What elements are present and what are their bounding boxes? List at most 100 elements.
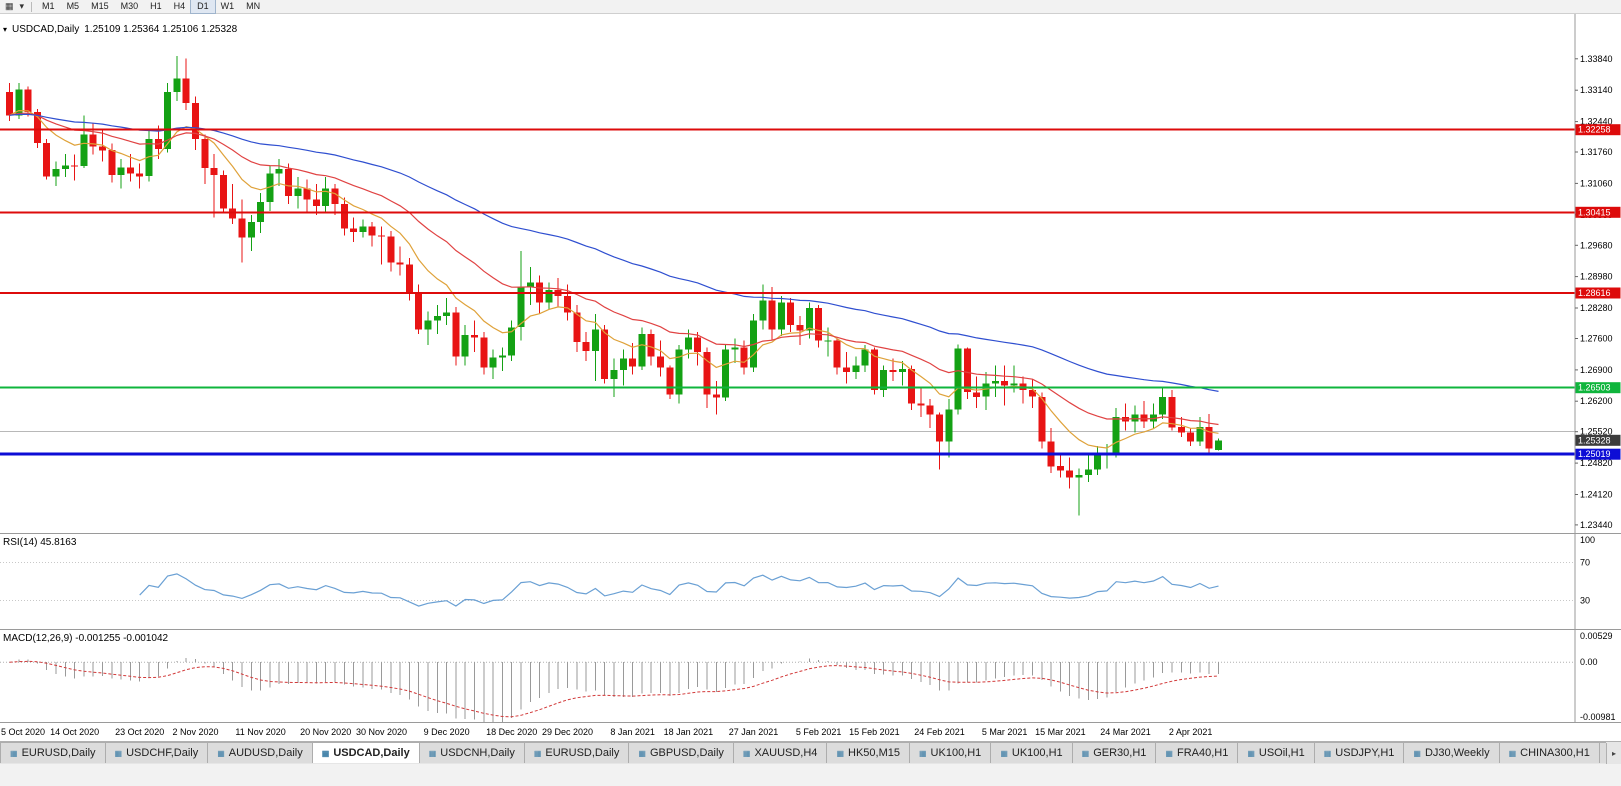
chart-tab-uk100-h1[interactable]: ▦ UK100,H1 (908, 742, 992, 763)
macd-indicator-label: MACD(12,26,9) -0.001255 -0.001042 (3, 633, 169, 644)
timeframe-button-m30[interactable]: M30 (120, 1, 139, 11)
chart-tab-usdcnh-daily[interactable]: ▦ USDCNH,Daily (418, 742, 525, 763)
time-axis-label: 11 Nov 2020 (235, 727, 286, 737)
timeframe-button-m15[interactable]: M15 (91, 1, 109, 11)
symbol-label: USDCAD,Daily (12, 24, 80, 35)
macd-chart[interactable]: 0.00529 0.00 -0.00981 (0, 630, 1621, 722)
tabs-scroll-right-button[interactable]: ▸ (1606, 743, 1621, 764)
time-axis-label: 2 Nov 2020 (172, 727, 219, 737)
chart-tab-fra40-h1[interactable]: ▦ FRA40,H1 (1155, 742, 1239, 763)
rsi-axis-label: 70 (1580, 558, 1590, 568)
chart-tab-usdjpy-h1[interactable]: ▦ USDJPY,H1 (1313, 742, 1405, 763)
macd-panel: MACD(12,26,9) -0.001255 -0.001042 0.0052… (0, 629, 1621, 722)
chart-tab-label: DJ30,Weekly (1424, 747, 1490, 759)
svg-text:1.25019: 1.25019 (1578, 449, 1611, 459)
rsi-axis-label: 100 (1580, 535, 1595, 545)
chart-tab-label: EURUSD,Daily (21, 747, 96, 759)
chart-tab-china300-h1[interactable]: ▦ CHINA300,H1 (1498, 742, 1600, 763)
price-axis-label: 1.25520 (1580, 427, 1613, 437)
symbol-dropdown-icon[interactable]: ▾ (3, 25, 8, 34)
chart-tab-usoil-h1[interactable]: ▦ USOil,H1 (1237, 742, 1315, 763)
chart-tab-icon: ▦ (742, 748, 751, 758)
chart-tab-label: CHINA300,H1 (1520, 747, 1590, 759)
chart-tabs-bar: ▦ EURUSD,Daily ▦ USDCHF,Daily ▦ AUDUSD,Daily ▦… (0, 741, 1621, 764)
price-axis-label: 1.33140 (1580, 85, 1613, 95)
macd-axis-label: 0.00 (1580, 657, 1598, 667)
price-axis-label: 1.26200 (1580, 396, 1613, 406)
time-axis-label: 9 Dec 2020 (423, 727, 470, 737)
macd-axis-label: -0.00981 (1580, 712, 1616, 722)
chart-tab-label: HK50,M15 (848, 747, 900, 759)
candlestick-chart[interactable]: 1.338401.331401.324401.317601.310601.303… (0, 14, 1621, 533)
chart-tab-icon: ▦ (217, 748, 225, 758)
time-axis-label: 23 Oct 2020 (115, 727, 165, 737)
time-axis-label: 18 Jan 2021 (663, 727, 714, 737)
chart-tab-gbpusd-daily[interactable]: ▦ GBPUSD,Daily (628, 742, 734, 763)
chart-tab-audusd-daily[interactable]: ▦ AUDUSD,Daily (207, 742, 313, 763)
chevron-down-icon[interactable]: ▾ (19, 1, 25, 11)
chart-tab-ger30-h1[interactable]: ▦ GER30,H1 (1071, 742, 1157, 763)
time-axis-label: 20 Nov 2020 (300, 727, 352, 737)
chart-tab-icon: ▦ (533, 748, 542, 758)
chart-title: ▾ USDCAD,Daily 1.25109 1.25364 1.25106 1… (3, 24, 237, 35)
price-axis-label: 1.33840 (1580, 54, 1613, 64)
chart-tabs: ▦ EURUSD,Daily ▦ USDCHF,Daily ▦ AUDUSD,Daily ▦… (0, 742, 1606, 764)
price-axis-label: 1.31060 (1580, 178, 1613, 188)
time-axis-label: 15 Mar 2021 (1035, 727, 1086, 737)
chart-tab-hk50-m15[interactable]: ▦ HK50,M15 (826, 742, 910, 763)
chart-tab-icon: ▦ (1247, 748, 1255, 758)
chart-tab-uk100-h1[interactable]: ▦ UK100,H1 (990, 742, 1073, 763)
chart-tab-label: AUDUSD,Daily (228, 747, 303, 759)
chart-tab-usdchf-daily[interactable]: ▦ USDCHF,Daily (104, 742, 209, 763)
svg-text:1.26503: 1.26503 (1578, 383, 1611, 393)
price-tag (1575, 287, 1621, 299)
chart-tab-icon: ▦ (1165, 748, 1173, 758)
chart-tab-eurusd-daily[interactable]: ▦ EURUSD,Daily (523, 742, 630, 763)
chart-tab-icon: ▦ (1081, 748, 1090, 758)
price-axis-label: 1.32440 (1580, 117, 1613, 127)
rsi-chart[interactable]: 100 70 30 (0, 534, 1621, 629)
chart-tab-dj30-weekly[interactable]: ▦ DJ30,Weekly (1403, 742, 1500, 763)
chart-tab-icon: ▦ (638, 748, 646, 758)
chart-tab-xauusd-h4[interactable]: ▦ XAUUSD,H4 (732, 742, 828, 763)
chart-tab-icon: ▦ (114, 748, 123, 758)
chart-tab-label: XAUUSD,H4 (754, 747, 818, 759)
price-axis-label: 1.24820 (1580, 458, 1613, 468)
time-axis-label: 18 Dec 2020 (486, 727, 538, 737)
chart-tab-usdcad-daily[interactable]: ▦ USDCAD,Daily (311, 742, 420, 763)
time-axis-label: 29 Dec 2020 (541, 727, 594, 737)
chart-tab-icon: ▦ (428, 748, 437, 758)
chart-tab-icon: ▦ (918, 748, 927, 758)
toolbar-separator (31, 1, 33, 12)
chart-tab-icon: ▦ (10, 748, 18, 758)
time-axis-label: 30 Nov 2020 (355, 727, 408, 737)
time-axis-label: 27 Jan 2021 (728, 727, 779, 737)
chart-type-icon[interactable]: ▦ (5, 1, 14, 11)
chart-tab-label: USDCAD,Daily (333, 747, 410, 759)
chart-tab-icon: ▦ (836, 748, 844, 758)
price-axis (1575, 14, 1621, 533)
chart-tab-label: UK100,H1 (1011, 747, 1063, 759)
time-axis-label: 2 Apr 2021 (1168, 727, 1213, 737)
price-tag (1575, 124, 1621, 136)
current-price-tag (1575, 434, 1621, 446)
timeframe-button-h1[interactable]: H1 (150, 1, 162, 11)
top-toolbar: ▦ ▾ M1 M5 M15 M30 H1 H4 D1 W1 MN (0, 0, 1621, 14)
price-axis-label: 1.23440 (1580, 520, 1613, 530)
timeframe-button-m5[interactable]: M5 (66, 1, 80, 11)
chart-tab-eurusd-daily[interactable]: ▦ EURUSD,Daily (0, 742, 106, 763)
timeframe-button-w1[interactable]: W1 (220, 1, 235, 11)
price-axis-label: 1.31760 (1580, 147, 1613, 157)
timeframe-button-h4[interactable]: H4 (173, 1, 186, 11)
chart-tab-label: UK100,H1 (930, 747, 982, 759)
timeframe-button-d1[interactable]: D1 (190, 0, 216, 14)
chart-tab-icon: ▦ (1413, 748, 1421, 758)
chart-tab-u[interactable]: ▦U (1598, 742, 1606, 763)
svg-text:1.28616: 1.28616 (1578, 288, 1611, 298)
timeframe-button-m1[interactable]: M1 (42, 1, 55, 11)
price-axis-label: 1.24120 (1580, 490, 1613, 500)
timeframe-button-mn[interactable]: MN (246, 1, 261, 11)
time-axis-label: 24 Feb 2021 (914, 727, 965, 737)
candles-layer (6, 56, 1222, 516)
